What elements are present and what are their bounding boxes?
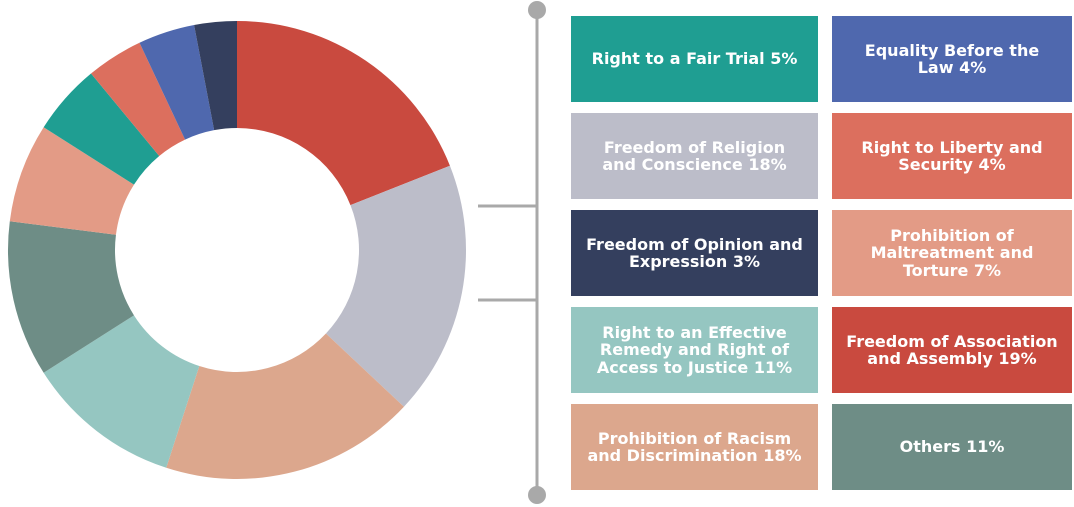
legend-item: Freedom of Opinion and Expression 3% — [571, 210, 818, 296]
legend-label: Right to Liberty and Security — [861, 137, 1043, 174]
pie-slice — [91, 42, 186, 156]
legend-label: Prohibition of Maltreatment and Torture — [870, 226, 1034, 280]
legend-label: Freedom of Association and Assembly — [846, 331, 1058, 368]
value-label: 4% — [978, 155, 1006, 174]
value-label: 3% — [732, 252, 761, 271]
legend-text: Right to an Effective Remedy and Right o… — [585, 324, 804, 376]
pie-slice — [43, 315, 200, 468]
pie-slice — [237, 21, 450, 206]
pie-slice — [139, 25, 215, 140]
value-label: 5% — [770, 49, 798, 69]
legend-item: Prohibition of Maltreatment and Torture … — [832, 210, 1072, 296]
legend-text: Others 11% — [900, 438, 1005, 455]
legend-text: Equality Before the Law 4% — [846, 42, 1058, 77]
legend-text: Right to a Fair Trial 5% — [592, 50, 798, 67]
value-label: 11% — [753, 357, 793, 377]
value-label: 7% — [973, 260, 1002, 280]
legend-text: Freedom of Association and Assembly 19% — [846, 333, 1058, 368]
legend-label: Freedom of Religion and Conscience — [602, 137, 786, 174]
pie-slice — [325, 165, 467, 407]
legend-item: Right to Liberty and Security 4% — [832, 113, 1072, 199]
pie-slice — [166, 333, 404, 479]
value-label: 18% — [748, 155, 787, 174]
legend-text: Freedom of Opinion and Expression 3% — [585, 236, 804, 271]
pie-slice — [194, 21, 237, 131]
legend-item: Equality Before the Law 4% — [832, 16, 1072, 102]
legend-item: Others 11% — [832, 404, 1072, 490]
legend-label: Others — [899, 437, 961, 457]
legend-item: Right to an Effective Remedy and Right o… — [571, 307, 818, 393]
value-label: 18% — [763, 446, 802, 465]
connector-dot — [528, 486, 546, 504]
legend-text: Prohibition of Racism and Discrimination… — [585, 430, 804, 465]
legend-label: Right to an Effective Remedy and Right o… — [596, 323, 790, 377]
pie-slice — [8, 221, 134, 373]
legend-text: Right to Liberty and Security 4% — [846, 139, 1058, 174]
value-label: 11% — [966, 437, 1005, 457]
connector-dot — [528, 1, 546, 19]
legend-label: Equality Before the Law — [864, 40, 1040, 77]
value-label: 19% — [998, 349, 1037, 368]
legend-item: Prohibition of Racism and Discrimination… — [571, 404, 818, 490]
pie-slice — [43, 73, 160, 185]
legend-text: Prohibition of Maltreatment and Torture … — [846, 227, 1058, 279]
legend-label: Freedom of Opinion and Expression — [586, 234, 803, 271]
legend-item: Freedom of Religion and Conscience 18% — [571, 113, 818, 199]
legend-item: Right to a Fair Trial 5% — [571, 16, 818, 102]
legend-label: Prohibition of Racism and Discrimination — [587, 428, 792, 465]
value-label: 4% — [959, 58, 987, 77]
legend-item: Freedom of Association and Assembly 19% — [832, 307, 1072, 393]
legend-label: Right to a Fair Trial — [591, 49, 765, 69]
legend-text: Freedom of Religion and Conscience 18% — [585, 139, 804, 174]
pie-slice — [9, 127, 134, 235]
